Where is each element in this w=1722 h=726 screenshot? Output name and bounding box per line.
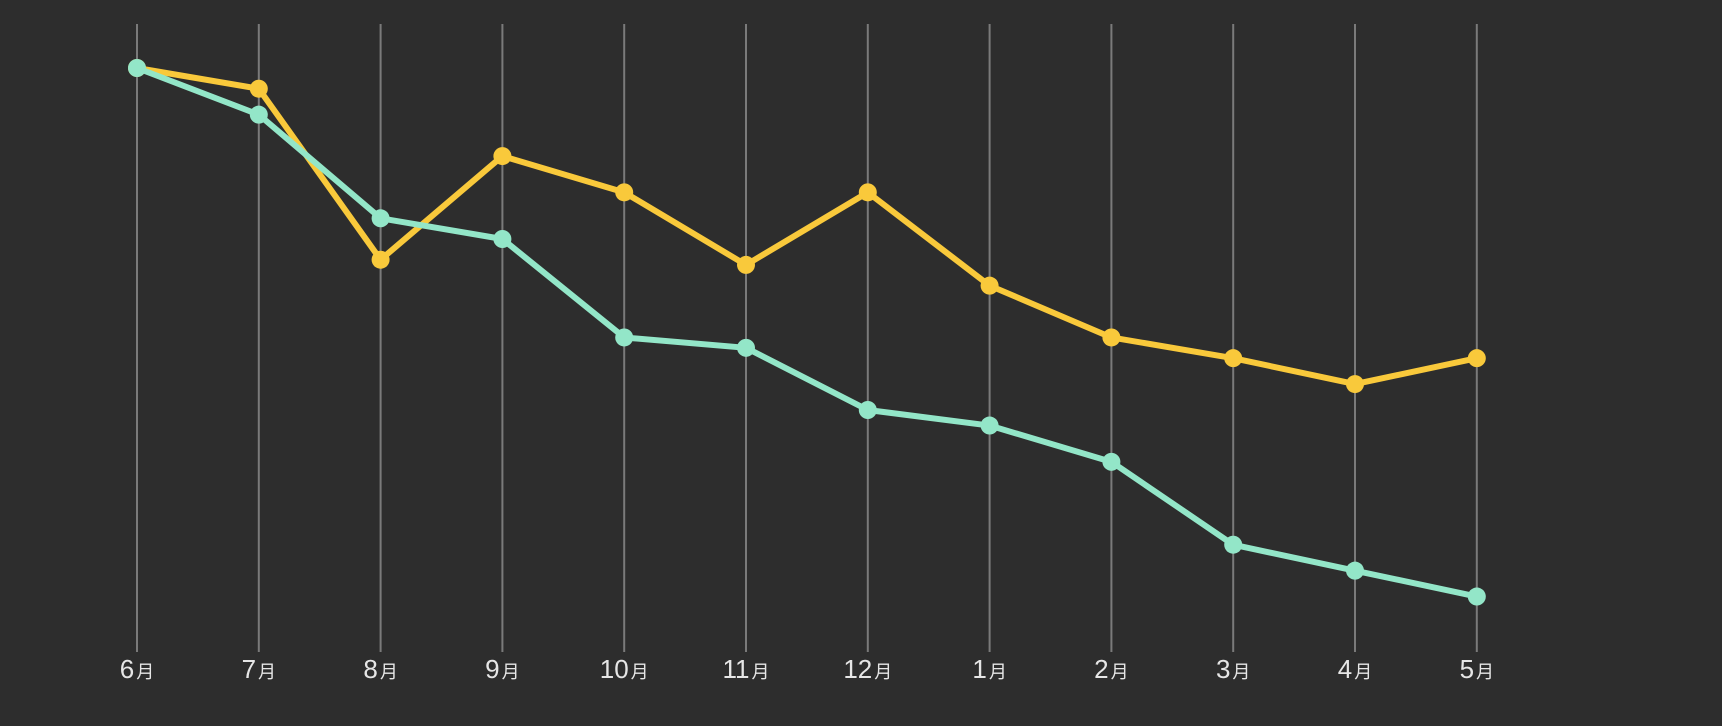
data-point: [249, 79, 268, 98]
data-point: [371, 209, 390, 228]
data-point: [980, 276, 999, 295]
series-line: [134, 65, 1480, 388]
data-point: [1224, 535, 1243, 554]
data-point: [615, 183, 634, 202]
series-line: [134, 65, 1480, 600]
data-point: [1224, 349, 1243, 368]
data-point: [1346, 375, 1364, 394]
data-point: [493, 230, 512, 248]
data-point: [493, 147, 512, 166]
x-tick-label: 11 月: [723, 654, 770, 684]
data-point: [737, 338, 755, 357]
data-point: [1467, 349, 1486, 368]
series-1: [128, 59, 1486, 394]
data-point: [980, 416, 999, 435]
x-tick-label: 12 月: [843, 654, 892, 684]
data-point: [858, 401, 877, 419]
series-2: [128, 59, 1486, 606]
data-point: [371, 250, 390, 269]
x-axis-labels: 6 月 7 月 8 月 9 月 10 月 11 月 12 月 1 月 2 月 3 月 4 月 5 月: [120, 654, 1494, 684]
data-point: [1102, 328, 1121, 347]
data-point: [1346, 561, 1364, 580]
data-point: [615, 328, 634, 347]
series-layer: [128, 59, 1486, 606]
gridlines: [136, 24, 1478, 652]
x-tick-label: 10 月: [600, 654, 649, 684]
data-point: [1467, 587, 1486, 606]
data-point: [858, 183, 877, 202]
data-point: [1102, 452, 1121, 471]
data-point: [128, 59, 146, 77]
data-point: [249, 105, 268, 124]
data-point: [737, 255, 755, 274]
